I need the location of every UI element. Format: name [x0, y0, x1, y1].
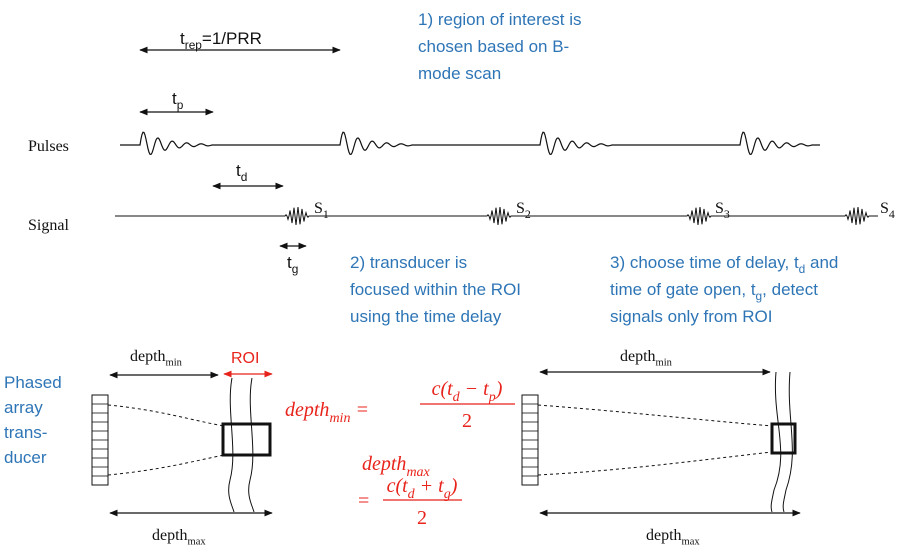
- text-run: time of gate open, t: [610, 280, 756, 299]
- text-run: using the time delay: [350, 307, 502, 326]
- text-run: c(t: [387, 475, 409, 497]
- equation: c(td + tg): [387, 475, 458, 502]
- note-line: using the time delay: [350, 307, 502, 326]
- roi-label: ROI: [231, 350, 259, 367]
- tg-label: tg: [287, 253, 298, 276]
- text-run: depth: [646, 527, 682, 544]
- subscript: d: [408, 487, 416, 502]
- text-run: ): [450, 475, 458, 497]
- note-line: 1) region of interest is: [418, 10, 581, 29]
- text-run: 2) transducer is: [350, 253, 467, 272]
- text-run: S: [880, 200, 889, 217]
- depth-label: depthmin: [130, 348, 183, 369]
- subscript: min: [656, 358, 673, 369]
- equation: depthmax: [362, 453, 431, 480]
- signal-label: S4: [880, 200, 895, 221]
- text-run: t: [287, 253, 292, 272]
- text-run: c(t: [432, 378, 454, 400]
- text-run: depth: [362, 453, 406, 475]
- signal-label: S1: [314, 200, 329, 221]
- td-label: td: [236, 161, 247, 184]
- note-line: 2) transducer is: [350, 253, 467, 272]
- subscript: 3: [724, 207, 730, 221]
- text-run: − t: [460, 378, 489, 400]
- subscript: max: [682, 537, 701, 548]
- text-run: 1) region of interest is: [418, 10, 581, 29]
- subscript: g: [756, 289, 763, 303]
- subscript: rep: [185, 38, 203, 52]
- text-run: 3) choose time of delay, t: [610, 253, 799, 272]
- subscript: g: [292, 262, 299, 276]
- text-run: + t: [415, 475, 444, 497]
- depth-label: depthmax: [152, 527, 206, 548]
- text-run: =1/PRR: [202, 29, 262, 48]
- text-run: chosen based on B-: [418, 37, 569, 56]
- equation: 2: [417, 507, 427, 529]
- transducer-label: ducer: [4, 448, 47, 467]
- depth-label: depthmin: [620, 348, 673, 369]
- text-run: ): [495, 378, 503, 400]
- text-run: depth: [620, 348, 656, 365]
- equation: =: [358, 490, 369, 512]
- text-run: S: [314, 200, 323, 217]
- signal-label: S3: [715, 200, 730, 221]
- subscript: d: [241, 170, 248, 184]
- text-run: depth: [285, 399, 329, 421]
- text-run: t: [236, 161, 241, 180]
- text-run: t: [180, 29, 185, 48]
- note-line: signals only from ROI: [610, 307, 773, 326]
- transducers: [91, 371, 797, 513]
- subscript: p: [177, 98, 184, 112]
- transducer-label: array: [4, 398, 43, 417]
- transducer-label: Phased: [4, 373, 62, 392]
- subscript: 2: [525, 207, 531, 221]
- subscript: max: [188, 537, 207, 548]
- rep-label: trep=1/PRR: [180, 29, 262, 52]
- text-run: , detect: [762, 280, 818, 299]
- text-run: signals only from ROI: [610, 307, 773, 326]
- depth-label: depthmax: [646, 527, 700, 548]
- subscript: 4: [889, 207, 895, 221]
- text-run: =: [350, 399, 369, 421]
- note-line: 3) choose time of delay, td and: [610, 253, 838, 276]
- subscript: p: [488, 390, 496, 405]
- note-line: time of gate open, tg, detect: [610, 280, 818, 303]
- equation: c(td − tp): [432, 378, 503, 405]
- equation: depthmin =: [285, 399, 369, 426]
- note-line: chosen based on B-: [418, 37, 569, 56]
- subscript: 1: [323, 207, 329, 221]
- text-run: depth: [130, 348, 166, 365]
- note-line: focused within the ROI: [350, 280, 521, 299]
- pulse-train: [120, 131, 820, 156]
- equation: 2: [462, 410, 472, 432]
- transducer-label: trans-: [4, 423, 47, 442]
- row-label: Pulses: [28, 138, 69, 155]
- tp-label: tp: [172, 89, 184, 112]
- subscript: g: [444, 487, 451, 502]
- text-run: t: [172, 89, 177, 108]
- text-run: and: [805, 253, 838, 272]
- subscript: min: [329, 411, 350, 426]
- text-run: mode scan: [418, 64, 501, 83]
- text-run: depth: [152, 527, 188, 544]
- signal-trace: [115, 207, 878, 225]
- text-run: S: [715, 200, 724, 217]
- subscript: d: [799, 262, 806, 276]
- arrows: [109, 46, 801, 517]
- subscript: d: [453, 390, 461, 405]
- row-label: Signal: [28, 217, 69, 234]
- text-run: focused within the ROI: [350, 280, 521, 299]
- subscript: max: [406, 465, 430, 480]
- subscript: min: [166, 358, 183, 369]
- note-line: mode scan: [418, 64, 501, 83]
- text-run: S: [516, 200, 525, 217]
- signal-label: S2: [516, 200, 531, 221]
